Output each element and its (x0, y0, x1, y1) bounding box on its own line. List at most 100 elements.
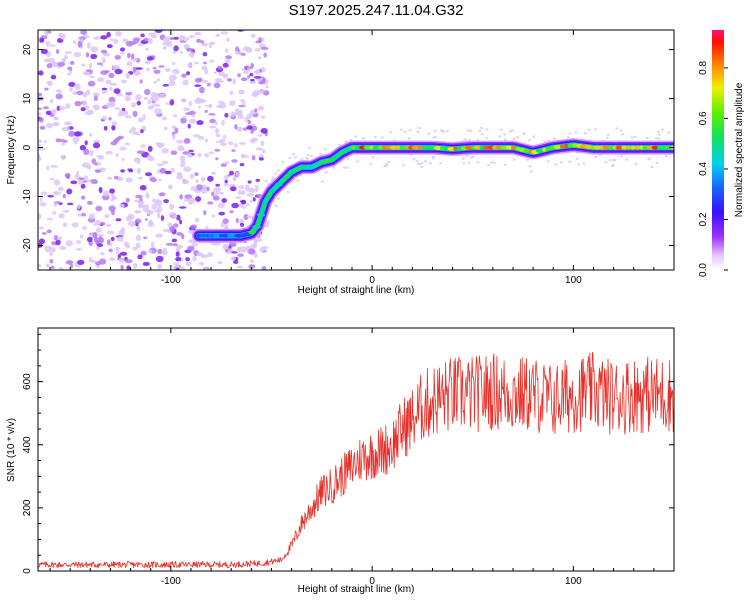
noise-blob (489, 161, 493, 164)
noise-blob (55, 93, 63, 100)
noise-blob (38, 112, 41, 116)
noise-blob (194, 172, 199, 177)
noise-blob (135, 67, 143, 70)
noise-blob (420, 165, 424, 169)
noise-blob (125, 244, 131, 249)
noise-blob (428, 162, 432, 165)
noise-blob (150, 177, 157, 183)
noise-blob (245, 184, 250, 188)
noise-blob (153, 103, 161, 107)
noise-blob (136, 167, 141, 175)
noise-blob (479, 126, 483, 130)
noise-blob (249, 259, 254, 263)
noise-blob (648, 157, 652, 160)
noise-blob (78, 180, 84, 185)
ridge-peak (333, 154, 340, 159)
noise-blob (231, 159, 238, 163)
noise-blob (140, 129, 144, 134)
noise-blob (261, 266, 267, 270)
noise-blob (62, 209, 70, 213)
noise-blob (85, 179, 91, 182)
noise-blob (462, 162, 466, 165)
noise-blob (69, 60, 75, 65)
noise-blob (552, 137, 556, 140)
noise-blob (81, 63, 86, 67)
noise-blob (158, 65, 165, 68)
ridge-peak (377, 145, 384, 150)
ridge-peak (399, 145, 406, 150)
noise-blob (38, 139, 43, 143)
noise-blob (476, 161, 480, 164)
noise-blob (529, 170, 533, 173)
noise-blob (229, 170, 234, 176)
noise-blob (254, 69, 261, 75)
noise-blob (44, 245, 52, 249)
noise-blob (90, 179, 98, 184)
noise-blob (276, 169, 280, 172)
noise-blob (96, 77, 105, 82)
noise-blob (306, 154, 310, 157)
ridge-peak (404, 145, 410, 150)
noise-blob (296, 179, 300, 182)
noise-blob (346, 158, 350, 161)
noise-blob (148, 249, 153, 253)
noise-blob (183, 107, 191, 112)
noise-blob (92, 92, 100, 97)
noise-blob (247, 75, 250, 79)
noise-blob (236, 172, 241, 176)
noise-blob (587, 128, 591, 131)
noise-blob (121, 107, 126, 111)
noise-blob (86, 236, 93, 243)
noise-blob (568, 132, 572, 135)
noise-blob (170, 150, 178, 155)
noise-blob (170, 167, 175, 172)
noise-blob (110, 101, 116, 107)
noise-blob (412, 157, 416, 161)
ridge-peak (524, 148, 530, 153)
noise-blob (150, 241, 155, 248)
noise-blob (198, 105, 202, 109)
noise-blob (126, 61, 133, 67)
noise-blob (253, 253, 258, 258)
noise-blob (65, 240, 74, 247)
noise-blob (201, 79, 209, 83)
noise-blob (125, 197, 130, 203)
noise-blob (115, 218, 122, 222)
noise-blob (101, 87, 108, 91)
noise-blob (226, 37, 230, 42)
noise-blob (183, 166, 192, 172)
noise-blob (492, 161, 496, 165)
noise-blob (657, 137, 661, 140)
noise-blob (172, 134, 176, 140)
noise-blob (64, 121, 72, 126)
noise-blob (124, 259, 133, 264)
noise-blob (48, 44, 56, 47)
noise-blob (154, 108, 162, 115)
noise-blob (217, 202, 225, 209)
ridge-peak (535, 148, 545, 153)
y-tick-label: -20 (22, 238, 33, 253)
noise-blob (147, 145, 153, 152)
noise-blob (114, 55, 122, 60)
noise-blob (115, 137, 121, 141)
noise-blob (224, 161, 229, 165)
noise-blob (50, 164, 59, 168)
noise-blob (201, 176, 206, 182)
noise-blob (373, 135, 377, 139)
noise-blob (512, 137, 516, 140)
noise-blob (113, 88, 121, 94)
noise-blob (250, 123, 255, 127)
noise-blob (216, 104, 222, 108)
noise-blob (46, 229, 52, 234)
noise-blob (167, 222, 173, 227)
noise-blob (183, 43, 190, 50)
noise-blob (277, 197, 280, 200)
noise-blob (208, 151, 214, 155)
noise-blob (182, 151, 191, 155)
noise-blob (88, 133, 93, 137)
x-tick-label: -100 (161, 275, 181, 286)
y-tick-label: -10 (22, 189, 33, 204)
ridge-peak (602, 145, 611, 150)
noise-blob (39, 202, 47, 207)
noise-blob (120, 227, 126, 234)
